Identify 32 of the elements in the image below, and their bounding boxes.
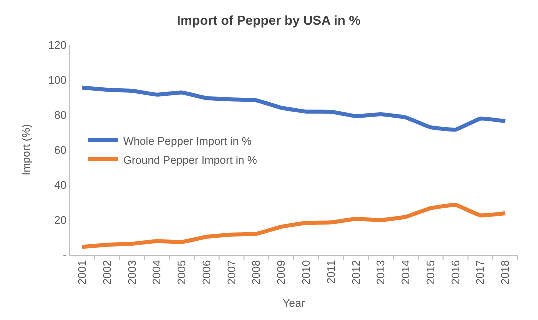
x-tick-label: 2003 [126, 260, 139, 285]
x-tick-label: 2014 [400, 260, 413, 285]
y-tick-label: 120 [48, 40, 67, 52]
x-tick-label: 2009 [276, 260, 288, 285]
y-tick-label: - [63, 250, 68, 262]
x-tick-label: 2018 [500, 260, 512, 285]
x-tick-label: 2001 [77, 260, 90, 285]
legend-label: Ground Pepper Import in % [123, 154, 258, 167]
x-tick-label: 2007 [226, 260, 238, 285]
x-tick-label: 2016 [450, 260, 462, 285]
x-tick-label: 2012 [350, 260, 363, 285]
y-axis-title: Import (%) [21, 124, 34, 176]
x-tick-label: 2004 [152, 260, 164, 285]
x-tick-label: 2008 [251, 260, 264, 285]
x-tick-label: 2011 [326, 260, 338, 284]
y-tick-label: 20 [54, 214, 67, 227]
x-tick-label: 2017 [475, 260, 488, 285]
chart-title: Import of Pepper by USA in % [177, 13, 362, 28]
line-series [80, 86, 508, 132]
x-tick-label: 2013 [376, 260, 388, 285]
x-tick-label: 2005 [176, 260, 189, 285]
x-tick-label: 2010 [301, 260, 314, 285]
legend-label: Whole Pepper Import in % [123, 136, 252, 148]
y-tick-label: 40 [54, 180, 67, 192]
x-tick-label: 2006 [201, 260, 214, 285]
x-axis-title: Year [282, 298, 306, 310]
x-tick-label: 2015 [425, 260, 438, 285]
y-tick-label: 60 [54, 144, 67, 157]
x-tick-label: 2002 [102, 260, 114, 285]
line-series [80, 203, 508, 250]
y-tick-label: 100 [48, 74, 67, 87]
y-tick-label: 80 [54, 110, 67, 122]
